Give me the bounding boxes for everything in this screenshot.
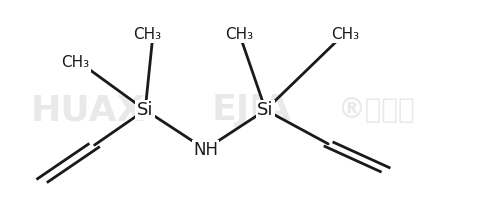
Text: ®化学加: ®化学加 xyxy=(338,96,415,124)
Text: Si: Si xyxy=(137,101,154,119)
Text: NH: NH xyxy=(193,141,218,160)
Text: CH₃: CH₃ xyxy=(331,27,359,42)
Text: CH₃: CH₃ xyxy=(225,27,253,42)
Text: HUAX: HUAX xyxy=(30,93,144,127)
Text: Si: Si xyxy=(257,101,274,119)
Text: CH₃: CH₃ xyxy=(133,27,162,42)
Text: EJIA: EJIA xyxy=(211,93,291,127)
Text: CH₃: CH₃ xyxy=(61,55,89,70)
